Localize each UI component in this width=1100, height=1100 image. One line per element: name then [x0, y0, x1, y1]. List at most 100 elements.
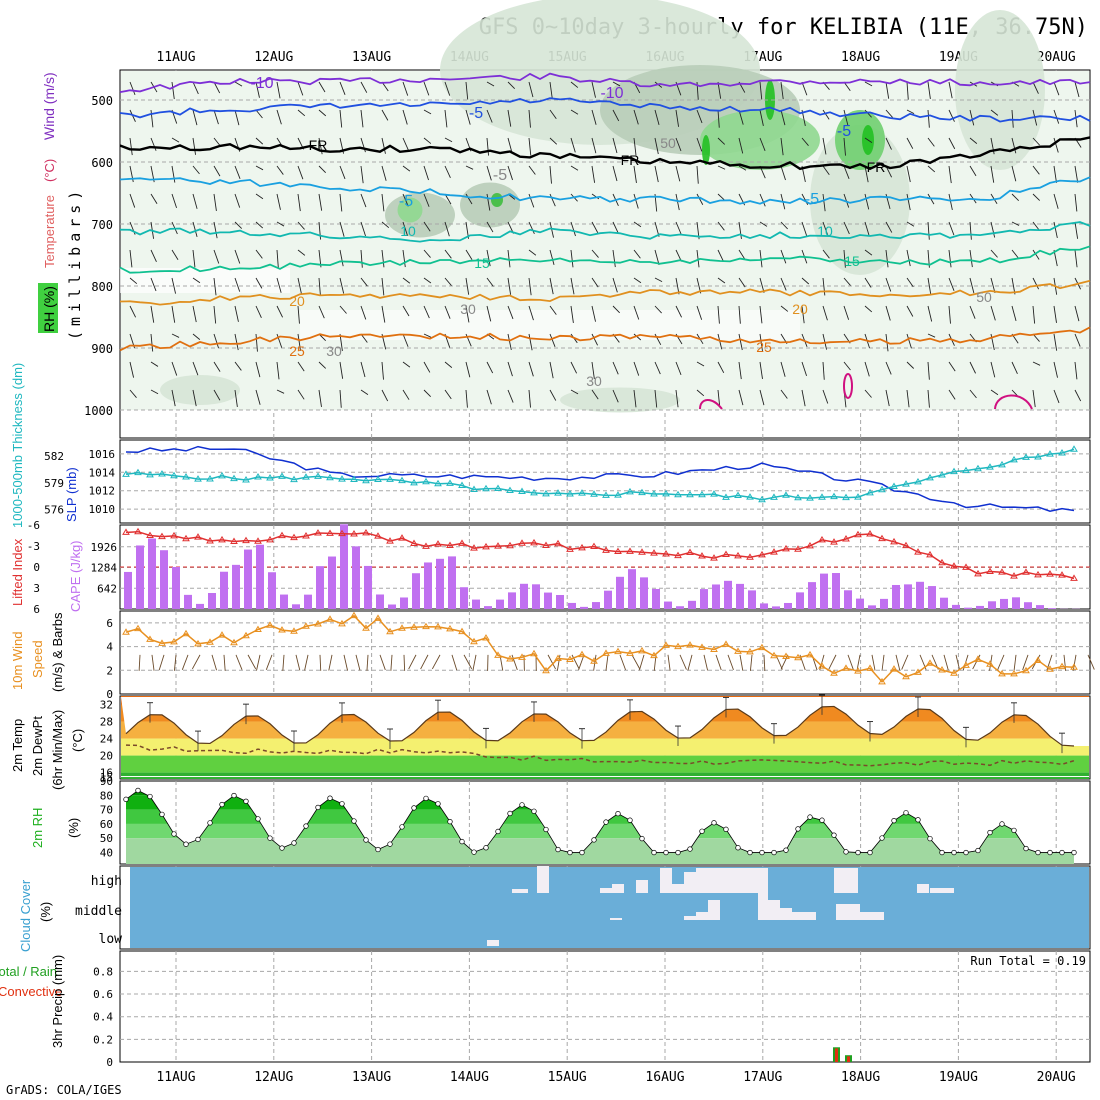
cape-bar	[676, 606, 684, 609]
cape-bar	[172, 566, 180, 609]
cloud-level-label: low	[99, 932, 123, 947]
bottom-day-labels: 11AUG 12AUG 13AUG 14AUG 15AUG 16AUG 17AUG 18AUG…	[156, 1070, 1076, 1085]
lifted-index-tick: -6	[27, 519, 40, 532]
rh-marker	[279, 845, 285, 851]
cape-bar	[256, 544, 264, 609]
temp-tick: 16	[100, 767, 113, 780]
wind-barb	[864, 305, 873, 313]
wind-barb-10m	[1063, 654, 1067, 671]
rh-marker	[1011, 827, 1017, 833]
lifted-index-line-marker	[722, 550, 730, 557]
wind-barb	[780, 109, 786, 126]
wind10-line-marker	[770, 651, 778, 659]
thickness-line-marker	[350, 475, 358, 482]
wind-barb	[213, 389, 221, 401]
wind-barb	[129, 137, 133, 156]
rh-marker	[927, 835, 933, 842]
wind-tick: 6	[106, 617, 113, 630]
thickness-line-marker	[542, 489, 550, 497]
cape-bar	[1012, 597, 1020, 609]
wind-barb	[171, 165, 176, 183]
rh-marker	[147, 793, 153, 800]
wind-barb-10m	[511, 654, 518, 671]
wind-barb	[276, 305, 283, 318]
wind-barb	[759, 249, 763, 268]
wind-barb	[801, 389, 806, 407]
lifted-index-line-marker	[506, 541, 514, 549]
wind-barb	[339, 109, 343, 128]
lifted-index-line-marker	[278, 531, 286, 539]
wind-barb	[507, 361, 513, 377]
precip-tick: 0.4	[93, 1011, 113, 1024]
cloud-unit: (%)	[38, 902, 53, 922]
wind-barb	[1032, 277, 1040, 290]
isotherm-25	[119, 326, 1091, 352]
wind-barb	[1074, 81, 1080, 98]
rh-marker	[1047, 849, 1053, 856]
lifted-index-line-marker	[806, 541, 814, 549]
wind-barb	[297, 333, 302, 351]
wind-barb	[612, 305, 620, 314]
cape-bar	[616, 576, 624, 609]
wind-barb	[171, 389, 176, 407]
contour-label: -10	[250, 75, 273, 92]
thickness-line-marker	[122, 470, 130, 477]
wind-barb	[213, 137, 221, 147]
thickness-line-marker	[242, 475, 250, 483]
wind-barb	[549, 165, 552, 184]
wind-barb	[423, 389, 431, 398]
lifted-index-line-marker	[746, 553, 754, 560]
wind-barb	[1053, 193, 1059, 209]
wind-barb	[969, 389, 977, 399]
contour-label: 25	[756, 339, 772, 355]
thickness-line-marker	[206, 475, 214, 482]
rh-marker	[171, 831, 177, 837]
wind-barb	[297, 277, 302, 294]
wind10-line-marker	[734, 647, 742, 654]
cape-bar	[988, 601, 996, 609]
wind-barb	[528, 277, 532, 296]
wind-barb	[234, 221, 243, 229]
wind10-line-marker	[446, 624, 454, 632]
magenta-contour	[699, 399, 723, 410]
wind-barb	[738, 249, 746, 260]
wind-barb	[150, 109, 154, 128]
wind-barb	[360, 389, 369, 395]
wind-barb	[696, 305, 703, 320]
wind-barb	[444, 389, 452, 400]
cape-bar	[352, 546, 360, 609]
wind-barb	[297, 305, 300, 324]
rh-marker	[459, 838, 465, 845]
cape-bar	[568, 602, 576, 609]
temp2m-label-1: 2m Temp	[10, 719, 25, 772]
wind-barb-10m	[901, 654, 909, 670]
wind-barb	[507, 305, 514, 320]
wind-barb	[1011, 249, 1019, 259]
rh-marker	[207, 820, 213, 826]
rh-marker	[267, 835, 273, 841]
cape-bar	[412, 573, 420, 609]
wind10-line-marker	[578, 650, 586, 658]
lifted-index-line-marker	[194, 533, 202, 540]
thickness-line-marker	[722, 493, 730, 500]
wind-barb	[906, 81, 909, 100]
wind10-line-marker	[422, 622, 430, 630]
wind-barb	[864, 109, 872, 118]
wind-barb	[780, 165, 786, 181]
wind-barb	[255, 193, 264, 200]
lifted-index-line-marker	[410, 539, 418, 546]
wind10-line-marker	[686, 641, 694, 648]
wind-barb	[507, 277, 512, 295]
slp-thickness-panel: 1016 1014 1012 1010 582 579 576	[44, 445, 1090, 517]
thickness-line-marker	[182, 473, 190, 480]
wind-barb	[528, 165, 536, 175]
wind10-line-marker	[674, 642, 682, 650]
wind10-line-marker	[362, 624, 370, 631]
wind-barb	[192, 361, 199, 376]
wind-barb	[486, 165, 492, 181]
temperature-label: Temperature	[42, 195, 57, 268]
wind-barb	[444, 221, 450, 237]
wind-barb	[465, 305, 470, 323]
wind-barb-10m	[282, 654, 285, 671]
